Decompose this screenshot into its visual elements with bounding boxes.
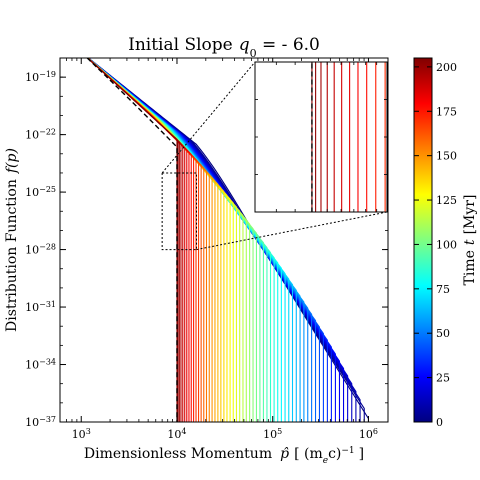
colorbar-tick-label: 125	[436, 194, 457, 207]
title-prefix: Initial Slope	[128, 35, 233, 55]
zoom-box	[161, 172, 198, 251]
colorbar-tick-label: 175	[436, 105, 457, 118]
y-tick-label: 10−34	[25, 357, 56, 372]
series-curve	[86, 58, 178, 422]
y-tick-label: 10−37	[25, 415, 56, 430]
colorbar-label-text: Time	[462, 250, 478, 285]
series-curves	[86, 58, 370, 422]
x-label-unit: [ (m	[294, 446, 323, 462]
x-label-unit-end: c)	[328, 446, 341, 462]
x-axis-label: Dimensionless Momentum p̂ [ (mec)−1]	[84, 446, 364, 466]
y-axis-label: Distribution Function f(p)	[4, 148, 20, 332]
colorbar-label-symbol: t	[462, 239, 478, 245]
zoom-connector-bottom	[196, 211, 388, 251]
y-axis-ticks: 10−19 10−22 10−25 10−28 10−31 10−34 10−37	[25, 57, 388, 430]
chart-title: Initial Slope q0 = - 6.0	[128, 35, 320, 60]
colorbar-tick-label: 50	[436, 327, 450, 340]
reference-dashed-curve	[86, 58, 178, 422]
colorbar: 0 25 50 75 100 125 150 175 200 Time t [Myr]	[413, 57, 478, 429]
colorbar-label: Time t [Myr]	[462, 195, 478, 286]
x-label-unit-exp: −1	[341, 446, 354, 456]
x-axis-ticks: 103 104 105 106	[59, 58, 378, 442]
title-symbol: q	[239, 35, 250, 55]
x-tick-label: 106	[359, 427, 378, 442]
colorbar-tick-label: 75	[436, 283, 450, 296]
x-tick-label: 105	[263, 427, 282, 442]
y-tick-label: 10−25	[25, 185, 56, 200]
x-label-unit-sub: e	[323, 456, 328, 466]
colorbar-tick-label: 0	[436, 416, 443, 429]
colorbar-tick-label: 150	[436, 150, 457, 163]
zoom-connector-top	[161, 61, 256, 174]
colorbar-label-unit: [Myr]	[462, 195, 478, 235]
colorbar-ticks: 0 25 50 75 100 125 150 175 200	[414, 61, 457, 429]
y-tick-label: 10−28	[25, 242, 56, 257]
x-label-symbol: p̂	[280, 446, 289, 462]
y-label-symbol: f(p)	[4, 148, 20, 174]
y-label-text: Distribution Function	[4, 179, 20, 332]
x-label-text: Dimensionless Momentum	[84, 446, 272, 462]
zoom-indicator	[161, 61, 388, 251]
y-tick-label: 10−22	[25, 127, 56, 142]
x-tick-label: 104	[167, 427, 186, 442]
y-tick-label: 10−19	[25, 70, 56, 85]
inset-ticks	[254, 61, 387, 213]
y-tick-label: 10−31	[25, 300, 56, 315]
title-value: = - 6.0	[257, 35, 320, 55]
colorbar-tick-label: 100	[436, 238, 457, 251]
colorbar-gradient	[413, 57, 433, 423]
x-tick-label: 103	[72, 427, 91, 442]
title-subscript: 0	[250, 47, 257, 60]
colorbar-tick-label: 200	[436, 61, 457, 74]
main-plot-border	[59, 57, 389, 423]
x-label-unit-close: ]	[359, 446, 364, 462]
colorbar-tick-label: 25	[436, 372, 450, 385]
